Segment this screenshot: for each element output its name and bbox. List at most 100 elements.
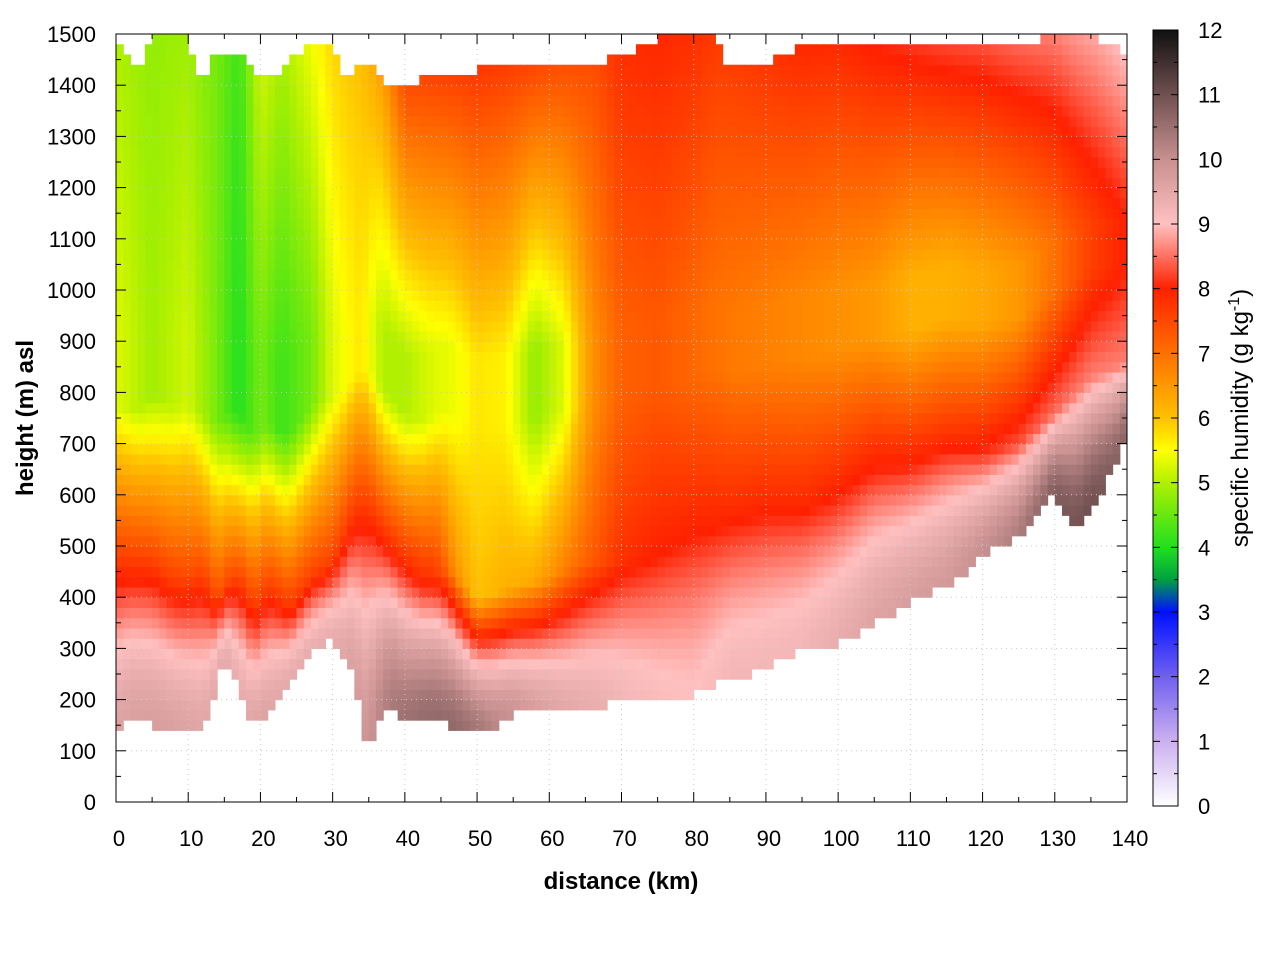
heatmap-cell (152, 556, 160, 568)
heatmap-cell (498, 187, 507, 199)
heatmap-cell (455, 515, 464, 527)
heatmap-cell (354, 597, 363, 609)
heatmap-cell (173, 361, 182, 373)
heatmap-cell (556, 546, 565, 557)
heatmap-cell (383, 515, 392, 527)
heatmap-cell (144, 320, 153, 332)
heatmap-cell (448, 279, 457, 291)
heatmap-cell (491, 494, 500, 506)
heatmap-cell (643, 105, 651, 117)
heatmap-cell (303, 279, 312, 291)
heatmap-cell (527, 433, 536, 445)
heatmap-cell (217, 197, 225, 209)
heatmap-cell (599, 443, 608, 455)
heatmap-cell (534, 392, 543, 404)
heatmap-cell (282, 156, 290, 168)
heatmap-cell (440, 310, 449, 322)
heatmap-cell (130, 259, 139, 271)
heatmap-cell (310, 238, 319, 250)
heatmap-cell (650, 74, 659, 86)
heatmap-cell (614, 341, 623, 353)
heatmap-cell (224, 167, 233, 178)
heatmap-cell (202, 679, 211, 690)
heatmap-cell (260, 95, 269, 107)
heatmap-cell (173, 515, 182, 527)
heatmap-cell (332, 64, 341, 76)
heatmap-cell (383, 412, 392, 424)
heatmap-cell (520, 208, 529, 219)
heatmap-cell (578, 177, 586, 189)
heatmap-cell (672, 95, 680, 107)
heatmap-cell (173, 638, 182, 649)
heatmap-cell (116, 576, 124, 588)
heatmap-cell (296, 576, 305, 588)
heatmap-cell (549, 85, 558, 97)
heatmap-cell (635, 218, 644, 230)
heatmap-cell (245, 208, 254, 219)
heatmap-cell (412, 699, 420, 711)
heatmap-cell (144, 556, 153, 568)
heatmap-cell (188, 617, 197, 629)
heatmap-cell (123, 351, 132, 363)
heatmap-cell (354, 453, 363, 465)
heatmap-cell (599, 392, 608, 404)
heatmap-cell (224, 146, 233, 158)
heatmap-cell (296, 54, 305, 66)
heatmap-cell (505, 679, 514, 690)
heatmap-cell (650, 484, 659, 496)
heatmap-cell (513, 423, 521, 434)
heatmap-cell (549, 238, 558, 250)
heatmap-cell (368, 730, 377, 742)
heatmap-cell (534, 382, 543, 393)
heatmap-cell (433, 699, 442, 711)
heatmap-cell (462, 105, 471, 117)
heatmap-cell (267, 576, 276, 588)
heatmap-cell (657, 535, 666, 547)
heatmap-cell (412, 177, 420, 189)
heatmap-cell (679, 443, 688, 455)
heatmap-cell (339, 320, 348, 332)
heatmap-cell (123, 208, 132, 219)
heatmap-cell (289, 361, 298, 373)
heatmap-cell (267, 556, 276, 568)
heatmap-cell (123, 361, 132, 373)
heatmap-cell (419, 392, 428, 404)
heatmap-cell (477, 74, 485, 86)
heatmap-cell (397, 300, 406, 312)
heatmap-cell (469, 341, 478, 353)
heatmap-cell (123, 525, 132, 537)
heatmap-cell (570, 371, 579, 383)
heatmap-cell (274, 546, 283, 557)
heatmap-cell (390, 249, 399, 260)
heatmap-cell (534, 566, 543, 578)
heatmap-cell (412, 105, 420, 117)
heatmap-cell (289, 638, 298, 649)
heatmap-cell (440, 156, 449, 168)
heatmap-cell (361, 95, 370, 107)
heatmap-cell (390, 607, 399, 619)
heatmap-cell (368, 208, 377, 219)
heatmap-cell (404, 597, 413, 609)
heatmap-cell (527, 607, 536, 619)
heatmap-cell (368, 218, 377, 230)
heatmap-cell (426, 279, 435, 291)
heatmap-cell (484, 720, 493, 731)
heatmap-cell (592, 320, 601, 332)
heatmap-cell (412, 341, 420, 353)
heatmap-cell (513, 586, 521, 598)
heatmap-cell (592, 167, 601, 178)
heatmap-cell (137, 546, 146, 557)
heatmap-cell (672, 197, 680, 209)
heatmap-cell (657, 290, 666, 301)
heatmap-cell (361, 392, 370, 404)
heatmap-cell (520, 330, 529, 342)
heatmap-cell (224, 617, 233, 629)
heatmap-cell (354, 136, 363, 148)
heatmap-cell (152, 54, 160, 66)
heatmap-cell (440, 535, 449, 547)
heatmap-cell (318, 423, 327, 434)
heatmap-cell (433, 382, 442, 393)
heatmap-cell (397, 392, 406, 404)
heatmap-cell (361, 586, 370, 598)
heatmap-cell (144, 484, 153, 496)
